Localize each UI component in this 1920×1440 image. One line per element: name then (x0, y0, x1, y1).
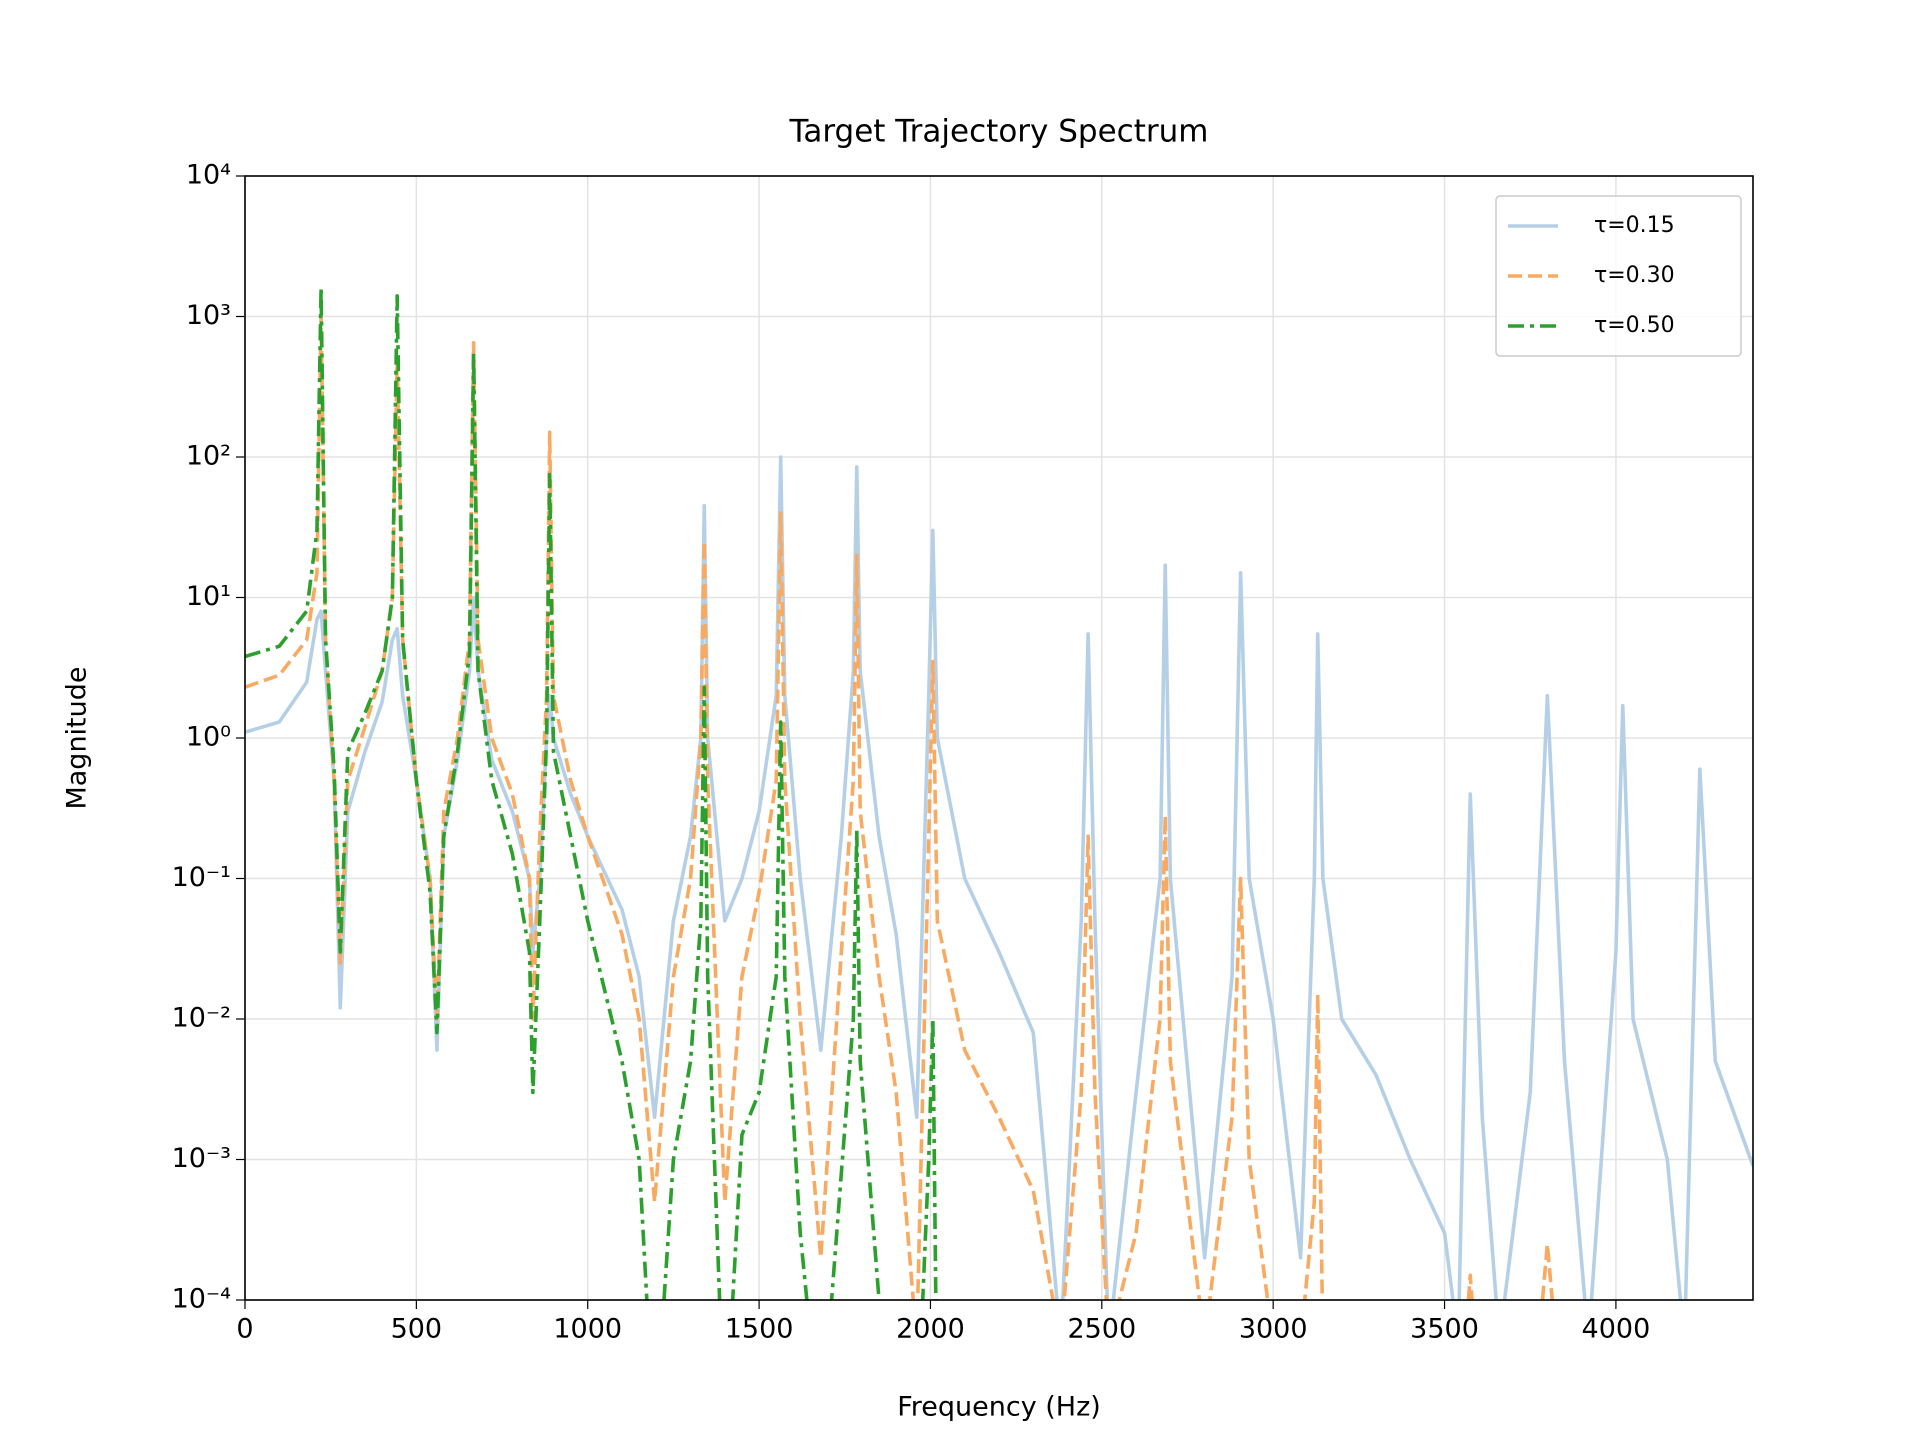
legend-label: τ=0.15 (1594, 213, 1675, 238)
legend-label: τ=0.30 (1594, 263, 1675, 288)
legend-label: τ=0.50 (1594, 313, 1675, 338)
series-line (245, 286, 938, 1300)
x-axis-label: Frequency (Hz) (897, 1392, 1101, 1423)
x-tick-label: 4000 (1582, 1314, 1651, 1345)
x-tick-label: 0 (236, 1314, 253, 1345)
x-tick-label: 3500 (1410, 1314, 1479, 1345)
y-axis-label: Magnitude (62, 666, 93, 809)
y-tick-label: 10⁴ (186, 160, 231, 191)
y-tick-label: 10⁰ (186, 722, 231, 753)
chart-title: Target Trajectory Spectrum (789, 114, 1209, 150)
plot-area (245, 286, 1753, 1300)
x-tick-label: 2000 (896, 1314, 965, 1345)
x-tick-label: 3000 (1239, 1314, 1308, 1345)
x-tick-label: 1000 (553, 1314, 622, 1345)
y-tick-label: 10⁻⁴ (172, 1284, 231, 1315)
x-tick-label: 1500 (725, 1314, 794, 1345)
y-tick-label: 10⁻² (172, 1003, 231, 1034)
axes-frame (244, 175, 1754, 1301)
x-tick-label: 500 (391, 1314, 443, 1345)
y-tick-label: 10³ (186, 300, 231, 331)
y-tick-label: 10⁻³ (172, 1143, 231, 1174)
y-tick-label: 10⁻¹ (172, 862, 231, 893)
legend-box (1495, 195, 1742, 357)
y-tick-label: 10¹ (186, 581, 231, 612)
y-tick-label: 10² (186, 441, 231, 472)
x-tick-label: 2500 (1067, 1314, 1136, 1345)
